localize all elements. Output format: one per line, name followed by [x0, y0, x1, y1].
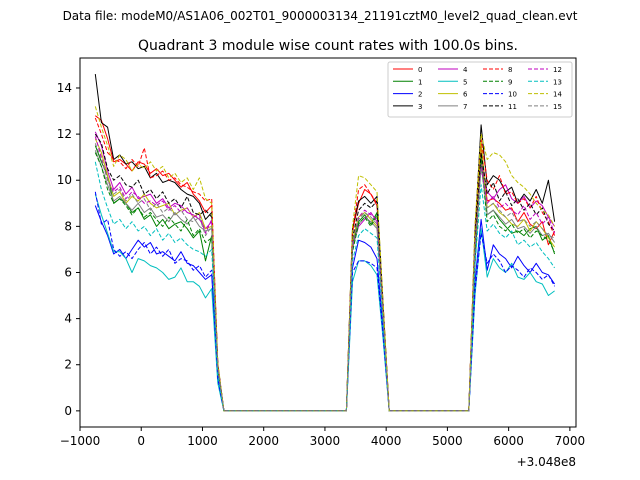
- y-tick-label: 4: [64, 312, 72, 326]
- y-tick-label: 0: [64, 404, 72, 418]
- y-tick-label: 12: [57, 127, 72, 141]
- series-line-14: [94, 106, 556, 412]
- x-tick-label: 5000: [432, 434, 463, 448]
- x-tick-label: 4000: [371, 434, 402, 448]
- x-axis-offset-label: +3.048e8: [517, 455, 576, 469]
- legend-label-2: 2: [418, 91, 422, 99]
- legend-label-10: 10: [508, 91, 517, 99]
- x-tick-label: −1000: [60, 434, 101, 448]
- legend-label-5: 5: [463, 78, 467, 86]
- legend-label-15: 15: [553, 103, 562, 111]
- y-tick-label: 10: [57, 173, 72, 187]
- plot-series: [94, 74, 556, 412]
- legend-label-6: 6: [463, 91, 468, 99]
- x-tick-label: 3000: [310, 434, 341, 448]
- x-tick-label: 0: [137, 434, 145, 448]
- series-line-15: [94, 143, 555, 412]
- legend-label-13: 13: [553, 78, 562, 86]
- figure-suptitle: Data file: modeM0/AS1A06_002T01_90000031…: [63, 9, 578, 23]
- legend-label-1: 1: [418, 78, 422, 86]
- legend-label-8: 8: [508, 66, 512, 74]
- legend-label-7: 7: [463, 103, 467, 111]
- x-tick-label: 1000: [187, 434, 218, 448]
- x-tick-label: 6000: [493, 434, 524, 448]
- legend-label-9: 9: [508, 78, 512, 86]
- x-tick-label: 2000: [248, 434, 279, 448]
- x-tick-label: 7000: [555, 434, 586, 448]
- chart-title: Quadrant 3 module wise count rates with …: [138, 38, 518, 54]
- legend-label-3: 3: [418, 103, 422, 111]
- y-tick-label: 8: [64, 219, 72, 233]
- series-line-10: [94, 191, 556, 412]
- series-line-11: [94, 133, 555, 412]
- legend-label-11: 11: [508, 103, 517, 111]
- axes-ticks: −1000 0 1000 2000 3000 4000 5000 6000 7000 0 2 4 6 8 1…: [57, 81, 585, 448]
- legend-label-4: 4: [463, 66, 468, 74]
- legend-label-12: 12: [553, 66, 562, 74]
- series-line-13: [94, 161, 556, 412]
- y-tick-label: 6: [64, 265, 72, 279]
- y-tick-label: 14: [57, 81, 72, 95]
- axes-frame: [79, 57, 577, 428]
- legend-label-0: 0: [418, 66, 422, 74]
- legend-label-14: 14: [553, 91, 562, 99]
- legend-box: [387, 61, 573, 118]
- y-tick-label: 2: [64, 358, 72, 372]
